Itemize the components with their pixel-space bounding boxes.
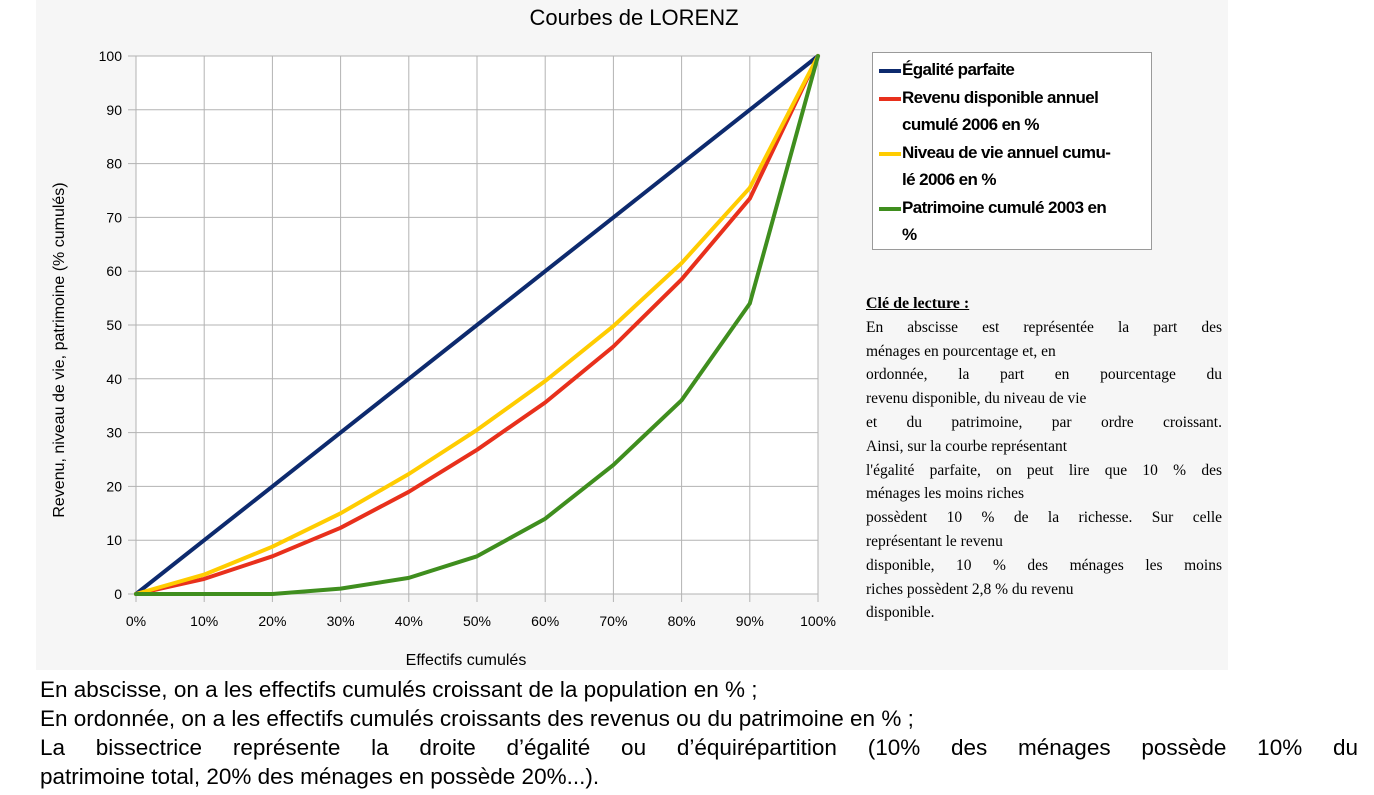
reading-key-line: représentant le revenu [866,532,1003,550]
x-tick-label: 0% [126,613,146,629]
y-axis-label: Revenu, niveau de vie, patrimoine (% cum… [51,182,68,517]
x-tick-label: 40% [395,613,423,629]
y-tick-label: 50 [106,317,122,333]
reading-key-line: En abscisse est représentée la part des [866,318,1222,336]
footnote-line: En ordonnée, on a les effectifs cumulés … [40,706,914,731]
legend-item: Revenu disponible annuel cumulé 2006 en % [879,88,1145,138]
legend-label-line: Égalité parfaite [902,60,1015,79]
legend-label: Niveau de vie annuel cumu-lé 2006 en % [902,139,1111,193]
legend-label-line: % [902,225,917,244]
y-tick-label: 0 [114,586,122,602]
reading-key-line: disponible, 10 % des ménages les moins [866,556,1222,574]
reading-key-line: ménages en pourcentage et, en [866,342,1056,360]
series-line-4 [134,54,820,596]
legend-label-line: lé 2006 en % [902,170,997,189]
reading-key-line: revenu disponible, du niveau de vie [866,390,1087,408]
legend-swatch [879,97,901,101]
y-tick-label: 30 [106,425,122,441]
chart-panel: 0 10 20 30 40 50 60 70 80 90 100 0% 10% 20% 30% 40% 50% 6… [36,0,1228,670]
x-tick-label: 80% [668,613,696,629]
y-tick-label: 20 [106,478,122,494]
series-line-1 [134,54,820,596]
legend-swatch [879,207,901,211]
y-tick-label: 80 [106,156,122,172]
legend-swatch [879,152,901,156]
lorenz-chart: 0 10 20 30 40 50 60 70 80 90 100 0% 10% 20% 30% 40% 50% 6… [51,5,836,669]
chart-legend: Égalité parfaite Revenu disponible annuel… [872,52,1152,250]
legend-label-line: Patrimoine cumulé 2003 en [902,198,1107,217]
series-line-2 [134,54,820,596]
y-tick-label: 40 [106,371,122,387]
legend-item: Niveau de vie annuel cumu-lé 2006 en % [879,143,1145,193]
y-tick-label: 10 [106,532,122,548]
footnote-line: En abscisse, on a les effectifs cumulés … [40,677,758,702]
footnote-line: La bissectrice représente la droite d’ég… [40,735,1358,760]
x-tick-label: 60% [531,613,559,629]
y-tick-label: 60 [106,263,122,279]
reading-key-line: l'égalité parfaite, on peut lire que 10 … [866,461,1222,479]
reading-key-title: Clé de lecture : [866,295,970,312]
reading-key-body: En abscisse est représentée la part des m… [866,316,1222,625]
legend-item: Égalité parfaite [879,60,1145,83]
y-tick-label: 100 [99,48,123,64]
reading-key-line: riches possèdent 2,8 % du revenu [866,580,1074,598]
reading-key-line: possèdent 10 % de la richesse. Sur celle [866,509,1222,527]
legend-label-line: Niveau de vie annuel cumu- [902,143,1111,162]
plot-border [135,55,819,595]
x-tick-label: 30% [327,613,355,629]
x-tick-label: 10% [190,613,218,629]
legend-label: Patrimoine cumulé 2003 en% [902,194,1107,248]
legend-label-line: Revenu disponible annuel [902,88,1099,107]
reading-key-line: disponible. [866,604,935,622]
y-tick-label: 70 [106,209,122,225]
reading-key-line: et du patrimoine, par ordre croissant. [866,413,1222,431]
reading-key-line: ménages les moins riches [866,485,1024,503]
legend-label-line: cumulé 2006 en % [902,115,1039,134]
x-tick-label: 50% [463,613,491,629]
reading-key: Clé de lecture : En abscisse est représe… [866,292,1222,625]
footnote-line: patrimoine total, 20% des ménages en pos… [40,764,600,789]
y-tick-label: 90 [106,102,122,118]
legend-item: Patrimoine cumulé 2003 en% [879,198,1145,248]
legend-swatch [879,69,901,73]
legend-label: Égalité parfaite [902,56,1015,83]
legend-label: Revenu disponible annuel cumulé 2006 en % [902,84,1099,138]
reading-key-line: Ainsi, sur la courbe représentant [866,437,1068,455]
chart-title: Courbes de LORENZ [529,5,738,30]
reading-key-line: ordonnée, la part en pourcentage du [866,366,1222,384]
x-tick-label: 90% [736,613,764,629]
x-axis-label: Effectifs cumulés [406,652,527,669]
x-tick-label: 20% [258,613,286,629]
footnotes: En abscisse, on a les effectifs cumulés … [40,675,1358,791]
x-tick-label: 100% [800,613,836,629]
x-tick-label: 70% [599,613,627,629]
series-line-3 [134,54,820,596]
